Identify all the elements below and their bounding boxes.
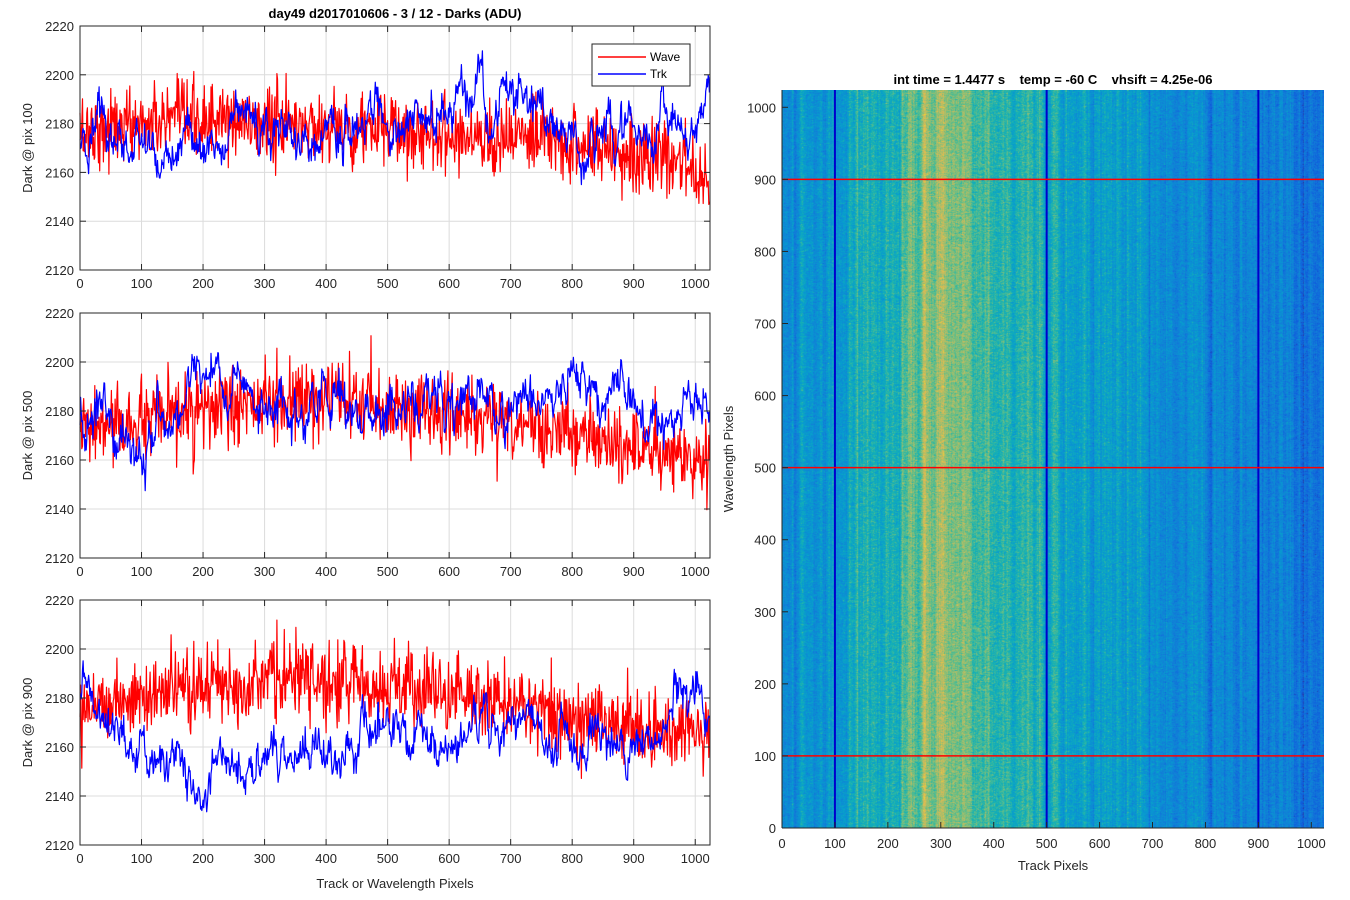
line-panel-pix-500: 0 100 200 300 400 500 600 700 800 900 1000 2120 2140… — [20, 306, 711, 579]
x-tick-label: 100 — [131, 564, 153, 579]
legend-box — [591, 43, 691, 87]
x-tick-label: 1000 — [681, 276, 710, 291]
x-tick-label: 200 — [192, 564, 214, 579]
x-tick-label: 1000 — [681, 564, 710, 579]
axes-box — [79, 312, 711, 559]
x-tick-label: 500 — [377, 564, 399, 579]
x-tick-label: 500 — [377, 851, 399, 866]
x-tick-label: 700 — [500, 851, 522, 866]
y-axis-label: Dark @ pix 500 — [20, 391, 35, 481]
image-title: int time = 1.4477 s temp = -60 C vhsift … — [893, 72, 1212, 87]
y-tick-label: 0 — [769, 821, 776, 836]
y-tick-label: 500 — [754, 461, 776, 476]
series-line-trk — [79, 660, 710, 813]
x-tick-label: 400 — [315, 276, 337, 291]
x-tick-label: 400 — [315, 851, 337, 866]
y-tick-label: 2180 — [45, 691, 74, 706]
y-tick-label: 2120 — [45, 838, 74, 853]
x-tick-label: 500 — [1036, 836, 1058, 851]
figure-title: day49 d2017010606 - 3 / 12 - Darks (ADU) — [269, 6, 522, 21]
x-tick-label: 900 — [623, 564, 645, 579]
y-axis-label: Dark @ pix 100 — [20, 103, 35, 193]
heatmap-axes: 0 100 200 300 400 500 600 700 800 900 1000 0 100 200 3… — [721, 90, 1326, 873]
x-tick-label: 1000 — [681, 851, 710, 866]
x-tick-label: 0 — [76, 276, 83, 291]
y-tick-label: 2180 — [45, 117, 74, 132]
x-tick-label: 0 — [778, 836, 785, 851]
y-tick-label: 2160 — [45, 740, 74, 755]
y-tick-label: 2160 — [45, 165, 74, 180]
legend: Wave Trk — [591, 43, 691, 87]
x-tick-label: 200 — [192, 276, 214, 291]
y-tick-label: 2140 — [45, 789, 74, 804]
series-line-trk — [79, 50, 710, 186]
x-tick-label: 600 — [438, 276, 460, 291]
y-tick-label: 200 — [754, 677, 776, 692]
y-tick-label: 2200 — [45, 355, 74, 370]
legend-wave-label: Wave — [650, 50, 681, 64]
y-axis-label: Dark @ pix 900 — [20, 678, 35, 768]
x-tick-label: 100 — [131, 276, 153, 291]
heatmap-panel: 0 100 200 300 400 500 600 700 800 900 1000 0 100 200 3… — [721, 90, 1326, 873]
y-tick-label: 1000 — [747, 100, 776, 115]
y-tick-label: 2200 — [45, 642, 74, 657]
x-tick-label: 100 — [824, 836, 846, 851]
x-tick-label: 0 — [76, 851, 83, 866]
x-tick-label: 500 — [377, 276, 399, 291]
x-tick-label: 100 — [131, 851, 153, 866]
y-tick-label: 2160 — [45, 453, 74, 468]
x-tick-label: 700 — [500, 564, 522, 579]
line-panel-pix-900: 0 100 200 300 400 500 600 700 800 900 1000 2120 2140… — [20, 593, 711, 891]
y-tick-label: 600 — [754, 389, 776, 404]
y-tick-label: 2140 — [45, 214, 74, 229]
series-line-wave — [79, 619, 710, 780]
x-tick-label: 700 — [500, 276, 522, 291]
x-tick-label: 400 — [315, 564, 337, 579]
axes-box — [79, 25, 711, 271]
x-tick-label: 800 — [561, 276, 583, 291]
x-tick-label: 300 — [254, 564, 276, 579]
x-tick-label: 600 — [1089, 836, 1111, 851]
x-tick-label: 400 — [983, 836, 1005, 851]
y-tick-label: 2200 — [45, 68, 74, 83]
y-tick-label: 700 — [754, 317, 776, 332]
y-tick-label: 800 — [754, 244, 776, 259]
legend-trk-label: Trk — [650, 67, 668, 81]
x-tick-label: 300 — [254, 851, 276, 866]
axes-box — [79, 599, 711, 846]
x-tick-label: 800 — [1195, 836, 1217, 851]
series-line-wave — [79, 70, 710, 205]
x-tick-label: 1000 — [1297, 836, 1326, 851]
x-axis-label: Track Pixels — [1018, 858, 1089, 873]
x-tick-label: 800 — [561, 851, 583, 866]
y-tick-label: 2180 — [45, 404, 74, 419]
y-axis-label: Wavelength Pixels — [721, 405, 736, 512]
y-tick-label: 2220 — [45, 306, 74, 321]
y-tick-label: 2220 — [45, 19, 74, 34]
x-tick-label: 900 — [1248, 836, 1270, 851]
x-tick-label: 0 — [76, 564, 83, 579]
x-tick-label: 600 — [438, 851, 460, 866]
y-tick-label: 100 — [754, 749, 776, 764]
x-tick-label: 200 — [877, 836, 899, 851]
y-tick-label: 400 — [754, 533, 776, 548]
x-tick-label: 900 — [623, 276, 645, 291]
series-line-trk — [79, 352, 710, 492]
y-tick-label: 2220 — [45, 593, 74, 608]
x-axis-label: Track or Wavelength Pixels — [316, 876, 474, 891]
heatmap-image — [782, 90, 1324, 828]
x-tick-label: 200 — [192, 851, 214, 866]
y-tick-label: 2120 — [45, 263, 74, 278]
x-tick-label: 300 — [930, 836, 952, 851]
y-tick-label: 2120 — [45, 551, 74, 566]
y-tick-label: 2140 — [45, 502, 74, 517]
y-tick-label: 300 — [754, 605, 776, 620]
x-tick-label: 800 — [561, 564, 583, 579]
x-tick-label: 300 — [254, 276, 276, 291]
y-tick-label: 900 — [754, 172, 776, 187]
x-tick-label: 600 — [438, 564, 460, 579]
x-tick-label: 700 — [1142, 836, 1164, 851]
x-tick-label: 900 — [623, 851, 645, 866]
